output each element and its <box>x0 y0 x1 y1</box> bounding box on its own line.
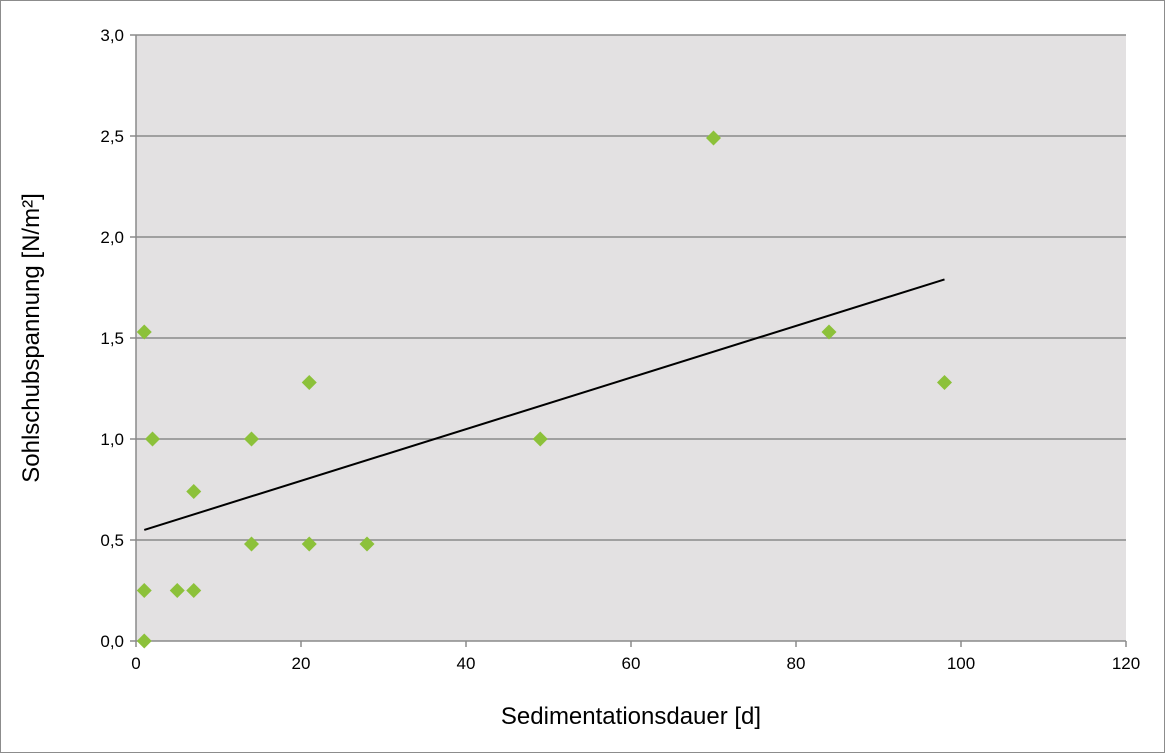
y-tick-label: 1,0 <box>100 430 124 449</box>
y-tick-label: 2,0 <box>100 228 124 247</box>
tick-labels: 0,0 0,5 1,0 1,5 2,0 2,5 3,0 0 20 40 60 80 100 120 <box>100 26 1140 673</box>
y-axis-title: Sohlschubspannung [N/m²] <box>18 193 45 483</box>
data-point <box>136 583 152 598</box>
data-point <box>301 374 317 390</box>
data-point <box>244 536 259 552</box>
x-tick-label: 0 <box>131 654 140 673</box>
x-tick-label: 100 <box>947 654 975 673</box>
data-point <box>186 583 202 598</box>
y-tick-label: 1,5 <box>100 329 124 348</box>
x-tick-label: 20 <box>292 654 311 673</box>
data-point <box>706 130 721 146</box>
y-tick-label: 0,5 <box>100 531 124 550</box>
data-point <box>359 536 375 552</box>
x-tick-label: 60 <box>622 654 641 673</box>
y-tick-label: 2,5 <box>100 127 124 146</box>
data-points <box>136 130 952 649</box>
data-point <box>169 583 185 598</box>
trendline <box>143 278 945 531</box>
x-axis-title: Sedimentationsdauer [d] <box>501 703 761 730</box>
y-tick-label: 0,0 <box>100 632 124 651</box>
data-point <box>136 324 152 340</box>
data-point <box>136 633 152 649</box>
data-point <box>937 374 952 390</box>
data-point <box>821 324 837 340</box>
data-point <box>186 484 202 500</box>
gridlines <box>136 34 1126 541</box>
data-point <box>244 431 259 447</box>
trendline-layer <box>143 278 945 531</box>
axes <box>130 34 1127 647</box>
x-tick-label: 40 <box>457 654 476 673</box>
x-tick-label: 80 <box>787 654 806 673</box>
data-point <box>301 536 317 552</box>
data-point <box>145 431 160 447</box>
y-tick-label: 3,0 <box>100 26 124 45</box>
data-point <box>532 431 548 447</box>
x-tick-label: 120 <box>1112 654 1140 673</box>
